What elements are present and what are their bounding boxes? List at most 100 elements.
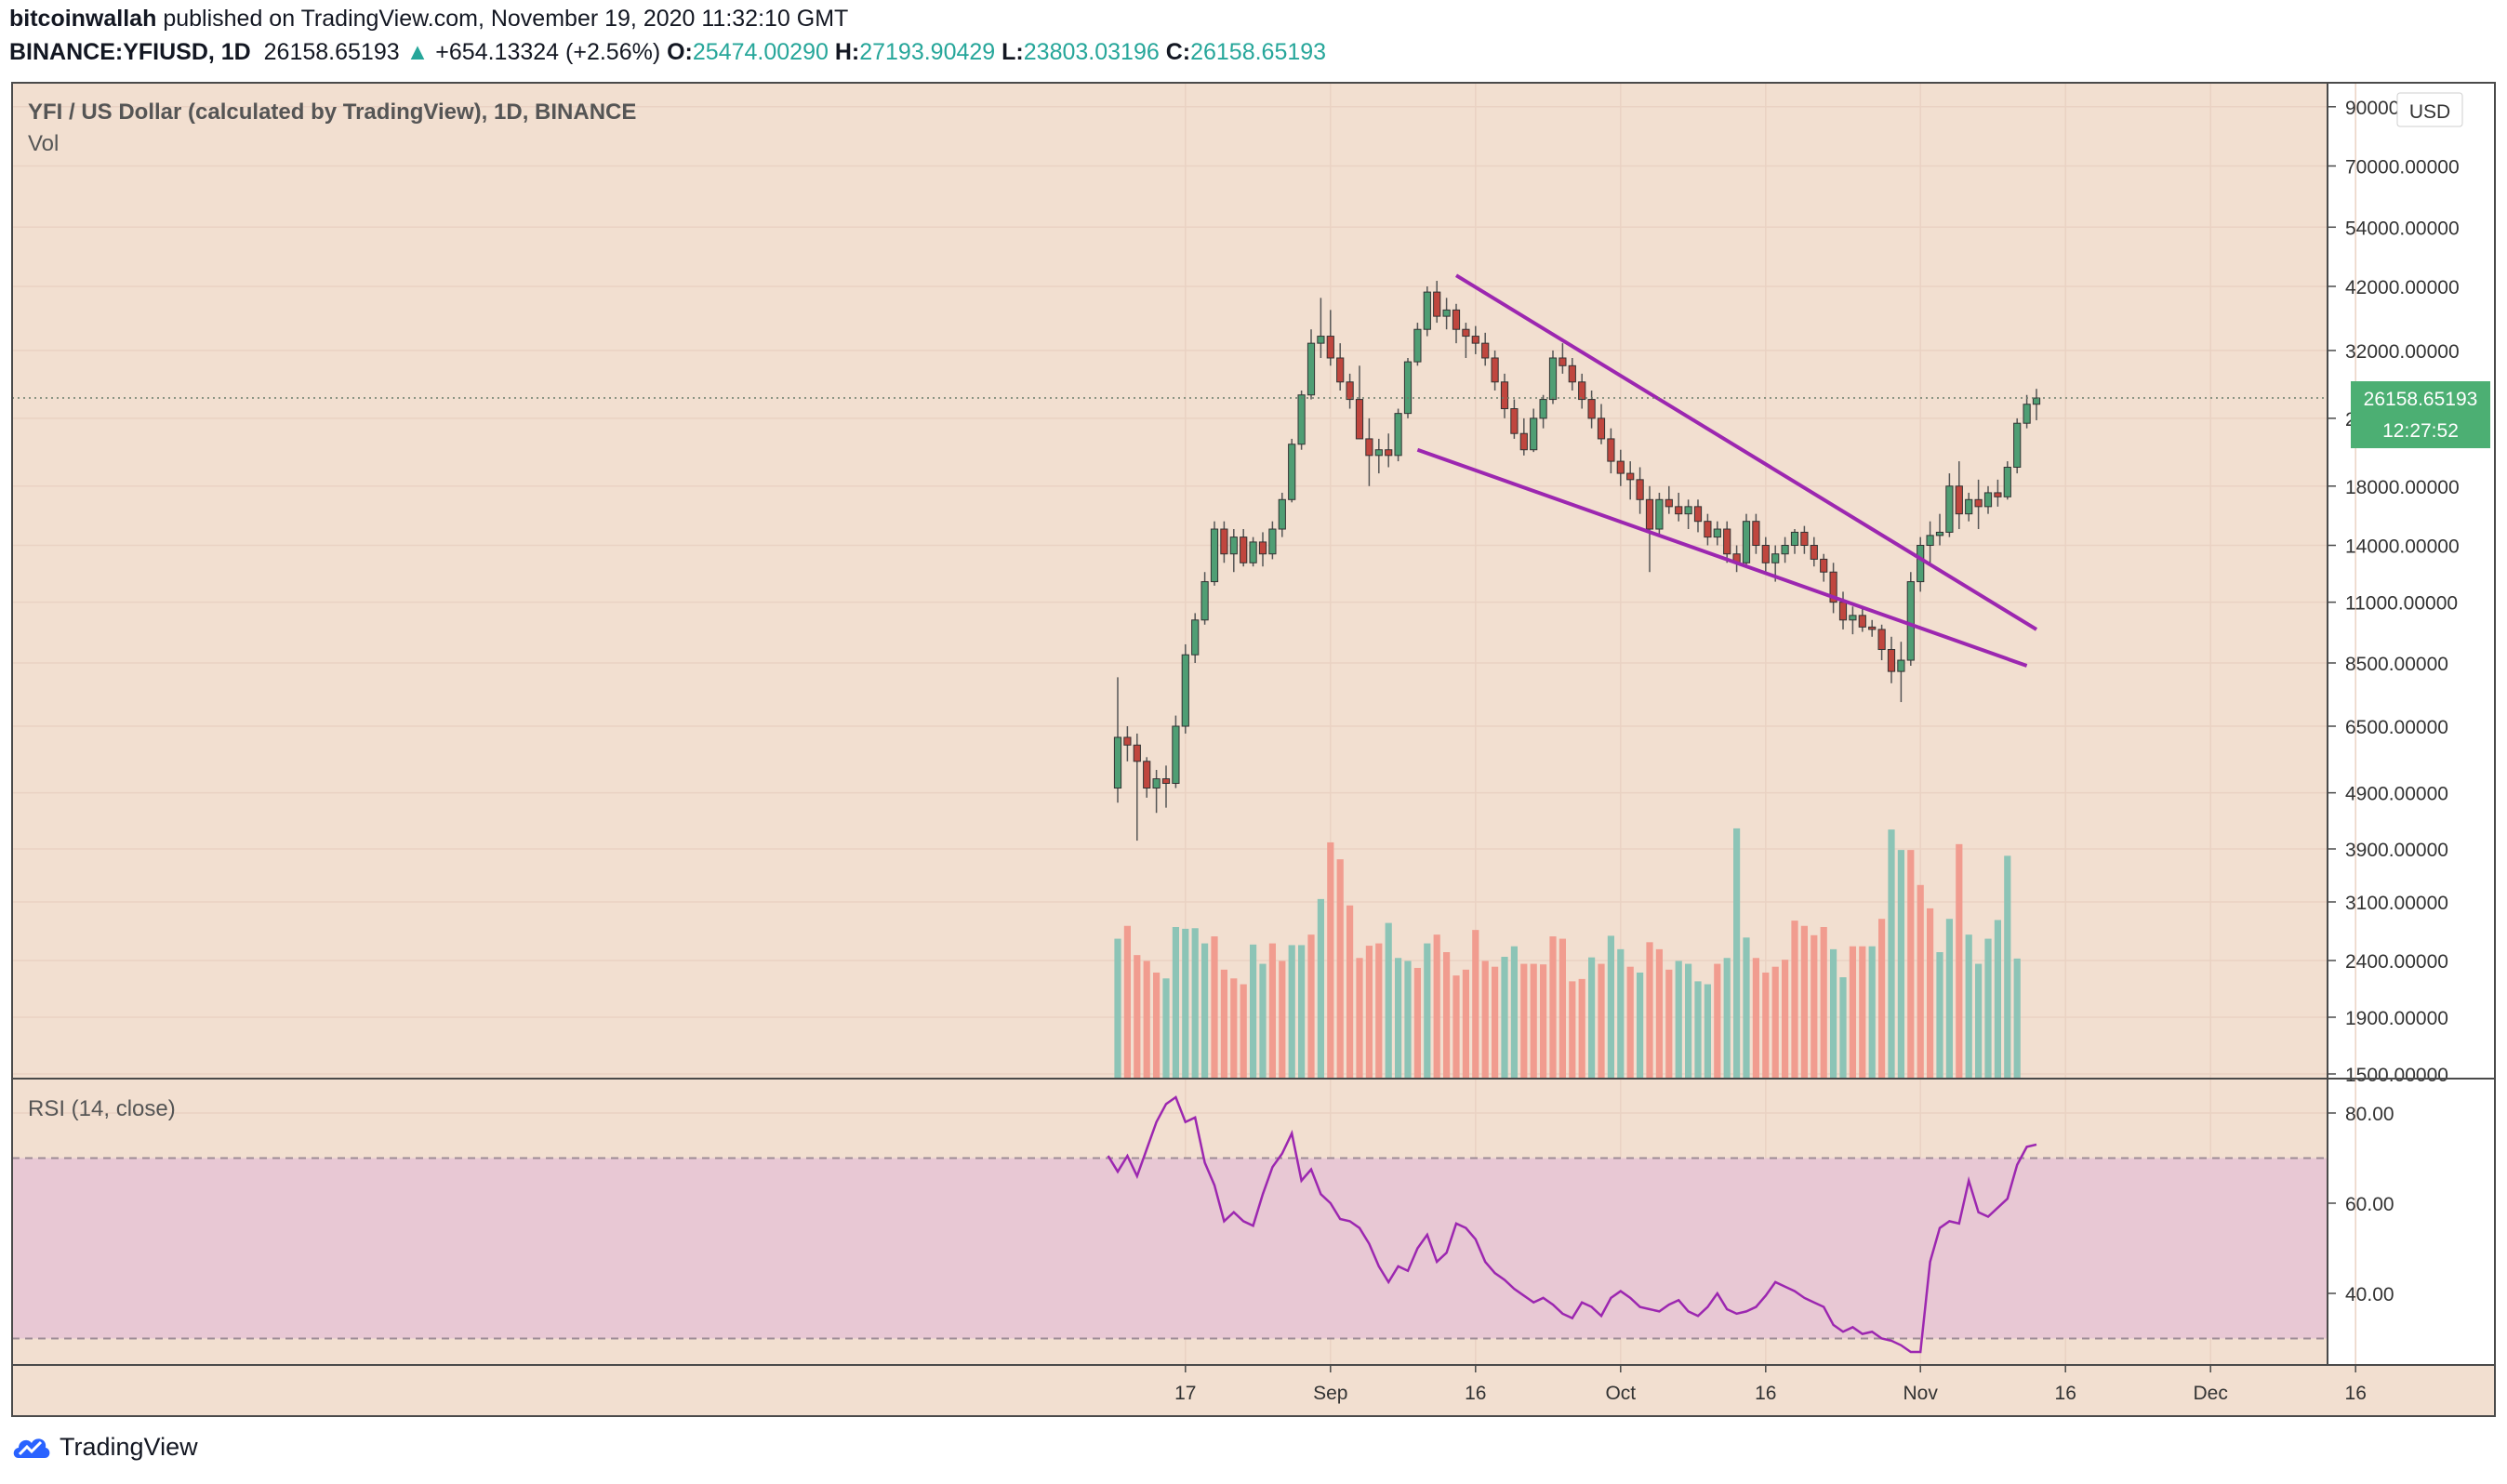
trendlines[interactable] — [1416, 273, 2038, 668]
candle — [1684, 499, 1692, 530]
volume-bar — [1549, 936, 1557, 1078]
candle-body-up — [2023, 404, 2031, 424]
candle-body-down — [1810, 545, 1818, 560]
candle-body-down — [1675, 506, 1683, 515]
candle-body-down — [1355, 399, 1364, 440]
candle — [1935, 513, 1944, 546]
candle — [1113, 677, 1122, 803]
candle — [1278, 492, 1286, 537]
candle-body-up — [1413, 328, 1422, 363]
volume-bar — [1626, 966, 1634, 1078]
volume-bar — [1452, 975, 1460, 1078]
candle-body-up — [1926, 535, 1934, 547]
volume-bar — [1723, 958, 1731, 1078]
candle — [1355, 365, 1364, 440]
volume-bar — [1617, 948, 1625, 1078]
high-label: H: — [834, 39, 860, 65]
volume-bar — [1540, 964, 1547, 1078]
time-tick-label: 16 — [1755, 1383, 1776, 1404]
candle-body-down — [1346, 381, 1354, 401]
candle-body-down — [1471, 336, 1479, 344]
volume-bar — [1510, 946, 1518, 1078]
candle — [1161, 765, 1171, 808]
candle — [1693, 499, 1703, 533]
volume-bar — [1395, 958, 1402, 1078]
currency-badge[interactable] — [2396, 92, 2463, 127]
close-value: 26158.65193 — [1190, 39, 1327, 65]
candle-body-up — [1917, 545, 1925, 583]
volume-bar — [1481, 961, 1489, 1078]
volume-bar — [1733, 828, 1741, 1078]
author-name[interactable]: bitcoinwallah — [9, 6, 157, 32]
candle-body-down — [1578, 381, 1586, 401]
candle-body-down — [1143, 761, 1151, 789]
volume-bar — [1307, 934, 1315, 1078]
candle — [1519, 417, 1528, 456]
candle — [1607, 428, 1615, 474]
candle — [1675, 492, 1683, 522]
candle — [1965, 492, 1973, 522]
candle — [1452, 303, 1461, 344]
volume-bar — [1800, 925, 1808, 1078]
volume-bar — [1569, 981, 1576, 1078]
price-tick-label: 8500.00000 — [2345, 654, 2448, 675]
main-pane-bg[interactable] — [12, 83, 2328, 1078]
price-tick-label: 32000.00000 — [2345, 341, 2460, 363]
volume-bar — [1771, 966, 1779, 1078]
candle — [1713, 521, 1721, 546]
candle — [1906, 572, 1915, 667]
price-tick-label: 3100.00000 — [2345, 893, 2448, 914]
volume-bar — [1375, 943, 1383, 1078]
volume-bar — [1917, 884, 1924, 1078]
trendline-wedge-upper[interactable] — [1454, 273, 2038, 631]
candle — [1403, 357, 1413, 418]
volume-bar — [1230, 978, 1238, 1078]
candle — [1897, 642, 1905, 703]
candle-body-up — [2013, 422, 2022, 469]
price-tick-label: 14000.00000 — [2345, 537, 2460, 558]
candle-body-up — [1210, 528, 1219, 583]
tradingview-brand: TradingView — [60, 1432, 198, 1461]
candle — [1423, 286, 1431, 337]
candle — [1191, 613, 1200, 663]
candle — [1288, 438, 1296, 503]
volume-bar — [1945, 919, 1953, 1078]
volume-bar — [1598, 963, 1605, 1078]
candle-body-up — [1200, 581, 1209, 621]
volume-bar — [1588, 957, 1596, 1078]
candle-body-down — [1559, 357, 1567, 366]
volume-bar — [1559, 938, 1566, 1078]
candle — [1374, 438, 1383, 474]
volume-bar — [1956, 843, 1963, 1078]
last-price: 26158.65193 — [263, 39, 400, 65]
candle — [1742, 513, 1751, 567]
volume-bar — [1704, 984, 1711, 1078]
tradingview-logo[interactable]: TradingView — [11, 1432, 198, 1462]
candle-body-up — [1539, 399, 1547, 419]
candle-body-up — [1181, 654, 1189, 727]
candle-body-down — [1994, 492, 2002, 497]
candle — [1559, 343, 1567, 374]
volume-bar — [1984, 938, 1992, 1078]
candle-body-up — [1229, 537, 1238, 555]
candle-body-up — [1849, 615, 1857, 621]
currency-label: USD — [2409, 101, 2450, 123]
price-tag-value: 26158.65193 — [2364, 389, 2478, 410]
volume-bar — [1714, 963, 1721, 1078]
volume-bar — [1878, 919, 1886, 1078]
candle-body-up — [1152, 778, 1161, 789]
candle-body-up — [1790, 531, 1799, 547]
trendline-wedge-lower[interactable] — [1416, 447, 2028, 668]
time-axis-ticks: 17 Sep 16 Oct 16 Nov 16 Dec 16 — [1174, 1365, 2367, 1404]
candle — [1258, 532, 1267, 567]
volume-bar — [1897, 850, 1904, 1078]
volume-bar — [1859, 946, 1866, 1078]
candle-body-up — [1317, 336, 1325, 344]
open-label: O: — [667, 39, 693, 65]
volume-bar — [1685, 963, 1692, 1078]
candle-body-down — [1336, 357, 1345, 383]
candle-body-down — [1877, 629, 1886, 651]
time-axis-bg[interactable] — [12, 1364, 2495, 1416]
volume-bar — [1268, 943, 1276, 1078]
